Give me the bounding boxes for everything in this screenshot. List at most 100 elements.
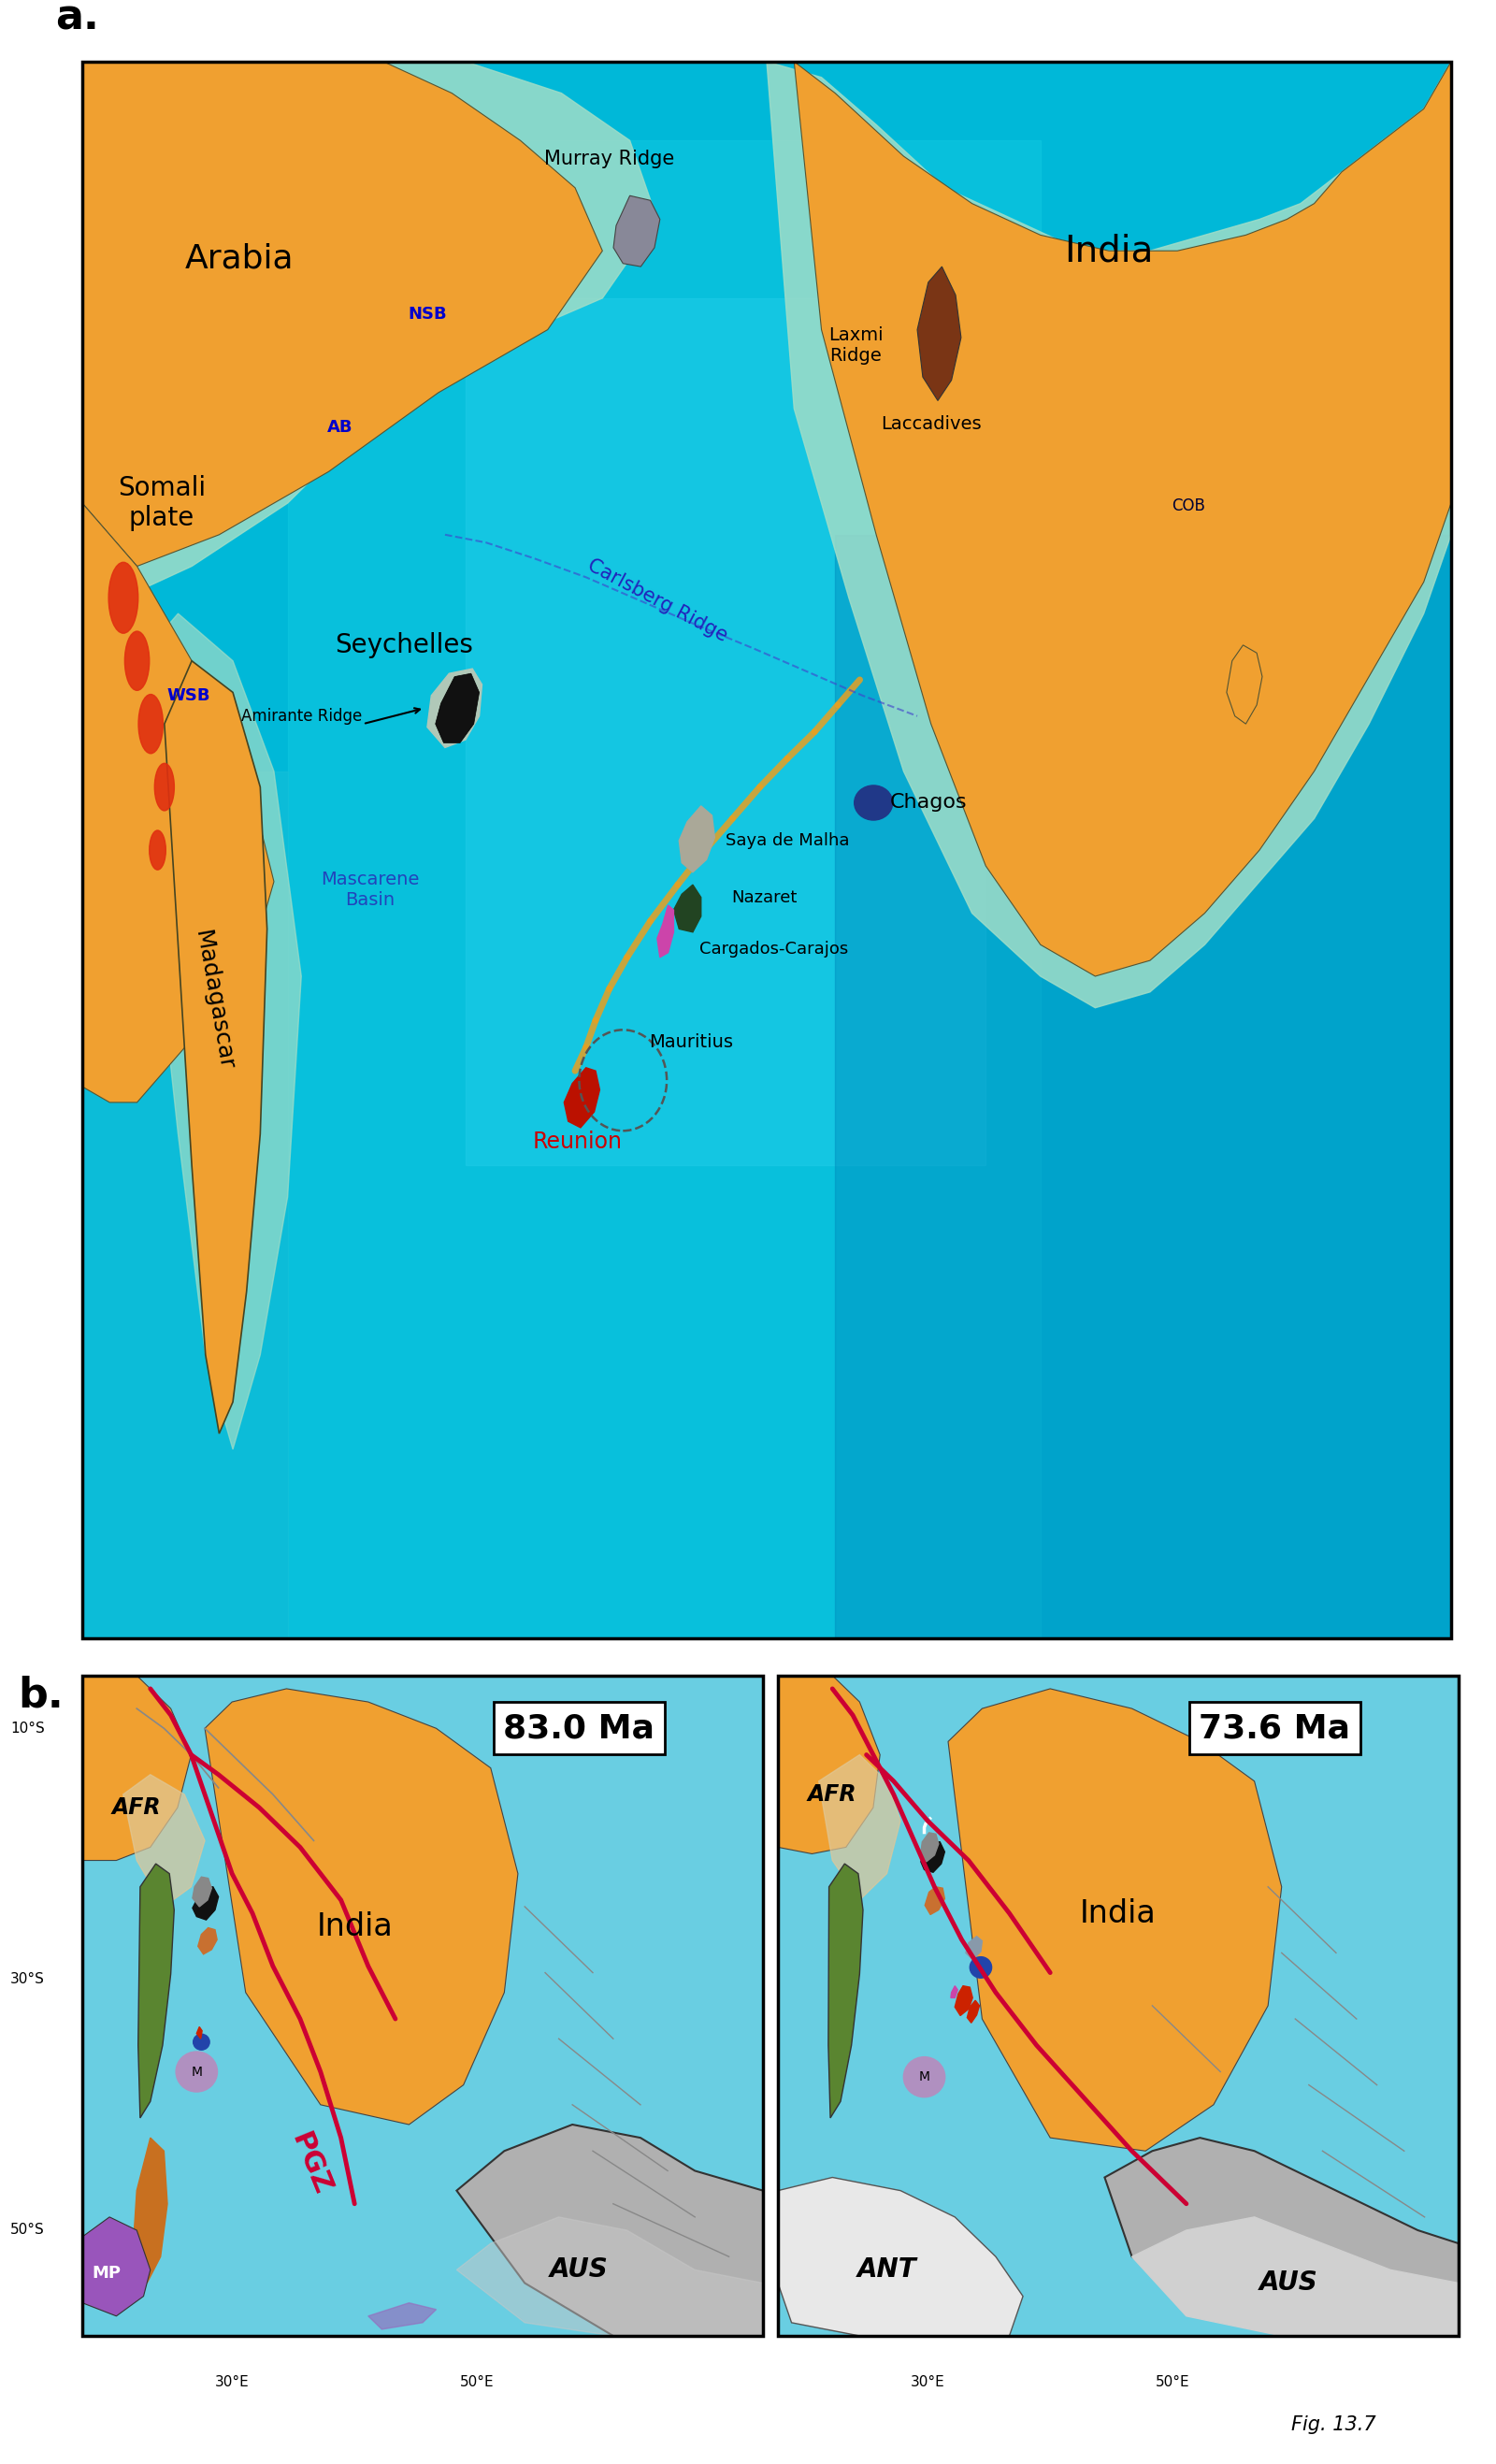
Text: ANT: ANT	[857, 2257, 917, 2284]
Text: 30°E: 30°E	[911, 2375, 945, 2390]
Polygon shape	[82, 62, 657, 614]
Text: Cargados-Carajos: Cargados-Carajos	[699, 941, 848, 958]
Polygon shape	[922, 1843, 944, 1873]
Polygon shape	[138, 614, 301, 1449]
Bar	[835, 535, 1451, 1639]
Text: Carlsberg Ridge: Carlsberg Ridge	[583, 557, 730, 646]
Text: AB: AB	[326, 419, 353, 436]
Ellipse shape	[150, 830, 166, 870]
Text: Laxmi
Ridge: Laxmi Ridge	[829, 325, 883, 365]
Ellipse shape	[124, 631, 150, 690]
Polygon shape	[193, 1878, 211, 1907]
Ellipse shape	[139, 695, 163, 754]
Polygon shape	[778, 1676, 880, 1853]
Text: 50°E: 50°E	[1155, 2375, 1189, 2390]
Polygon shape	[82, 62, 603, 567]
Text: AUS: AUS	[551, 2257, 609, 2284]
Polygon shape	[673, 885, 702, 931]
Polygon shape	[197, 1927, 217, 1954]
Text: Reunion: Reunion	[533, 1131, 622, 1153]
Polygon shape	[951, 1986, 957, 1998]
Text: Saya de Malha: Saya de Malha	[726, 833, 850, 850]
Text: Somali
plate: Somali plate	[118, 476, 205, 532]
Text: 30°E: 30°E	[215, 2375, 250, 2390]
Polygon shape	[767, 62, 1451, 1008]
Text: Nazaret: Nazaret	[732, 890, 797, 907]
Polygon shape	[778, 2178, 1023, 2336]
Polygon shape	[613, 195, 660, 266]
Text: AFR: AFR	[112, 1796, 162, 1818]
Text: M: M	[919, 2070, 931, 2085]
Text: 83.0 Ma: 83.0 Ma	[504, 1712, 655, 1745]
Polygon shape	[205, 1688, 518, 2124]
Bar	[82, 771, 287, 1639]
Polygon shape	[954, 1986, 972, 2016]
Text: Chagos: Chagos	[890, 793, 966, 813]
Polygon shape	[1132, 2218, 1459, 2336]
Text: 50°E: 50°E	[459, 2375, 494, 2390]
Text: MP: MP	[91, 2264, 121, 2282]
Text: Seychelles: Seychelles	[335, 631, 473, 658]
Text: India: India	[1064, 234, 1153, 269]
Circle shape	[969, 1956, 992, 1979]
Polygon shape	[456, 2124, 763, 2336]
Ellipse shape	[154, 764, 174, 811]
Text: India: India	[1080, 1897, 1156, 1929]
Polygon shape	[428, 668, 482, 747]
Text: 50°S: 50°S	[10, 2223, 45, 2237]
Polygon shape	[818, 1754, 901, 1900]
Text: 10°S: 10°S	[10, 1722, 45, 1735]
Polygon shape	[165, 660, 268, 1434]
Polygon shape	[82, 2218, 150, 2316]
Text: NSB: NSB	[408, 306, 447, 323]
Polygon shape	[368, 2304, 437, 2328]
Polygon shape	[1227, 646, 1263, 724]
Polygon shape	[564, 1067, 600, 1129]
Text: M: M	[191, 2065, 202, 2077]
Circle shape	[193, 2035, 209, 2050]
Polygon shape	[435, 673, 479, 742]
Text: COB: COB	[1171, 498, 1206, 515]
Polygon shape	[922, 1833, 938, 1863]
Polygon shape	[123, 1774, 205, 1907]
Text: Murray Ridge: Murray Ridge	[545, 150, 675, 168]
Polygon shape	[966, 2001, 980, 2023]
Polygon shape	[794, 62, 1451, 976]
Text: Arabia: Arabia	[186, 244, 295, 274]
Bar	[465, 298, 986, 1165]
Polygon shape	[456, 2218, 763, 2336]
Polygon shape	[917, 266, 960, 402]
Text: 30°S: 30°S	[10, 1971, 45, 1986]
Text: a.: a.	[55, 0, 99, 37]
Polygon shape	[196, 2028, 202, 2038]
Text: India: India	[316, 1912, 393, 1942]
Text: AFR: AFR	[808, 1784, 857, 1806]
Ellipse shape	[109, 562, 138, 633]
Polygon shape	[657, 904, 673, 958]
Text: Amirante Ridge: Amirante Ridge	[241, 707, 362, 724]
Text: Madagascar: Madagascar	[190, 929, 236, 1072]
Polygon shape	[133, 2139, 168, 2284]
Polygon shape	[82, 1676, 191, 1860]
Text: 73.6 Ma: 73.6 Ma	[1200, 1712, 1351, 1745]
Ellipse shape	[854, 786, 893, 821]
Polygon shape	[138, 1863, 174, 2119]
Text: Fig. 13.7: Fig. 13.7	[1291, 2415, 1376, 2434]
Polygon shape	[82, 503, 274, 1101]
Polygon shape	[966, 1937, 983, 1959]
Polygon shape	[925, 1887, 944, 1915]
Text: b.: b.	[18, 1676, 63, 1715]
Polygon shape	[1170, 2077, 1185, 2099]
Polygon shape	[948, 1688, 1282, 2151]
Text: WSB: WSB	[168, 687, 211, 705]
Polygon shape	[829, 1863, 863, 2119]
Text: Laccadives: Laccadives	[881, 416, 981, 434]
Text: Mauritius: Mauritius	[649, 1032, 733, 1052]
Circle shape	[177, 2053, 217, 2092]
Text: PGZ: PGZ	[286, 2129, 335, 2200]
Text: Mascarene
Basin: Mascarene Basin	[320, 870, 419, 909]
Polygon shape	[1104, 2139, 1459, 2336]
Polygon shape	[679, 806, 715, 872]
Circle shape	[904, 2057, 944, 2097]
Text: AUS: AUS	[1260, 2269, 1318, 2296]
